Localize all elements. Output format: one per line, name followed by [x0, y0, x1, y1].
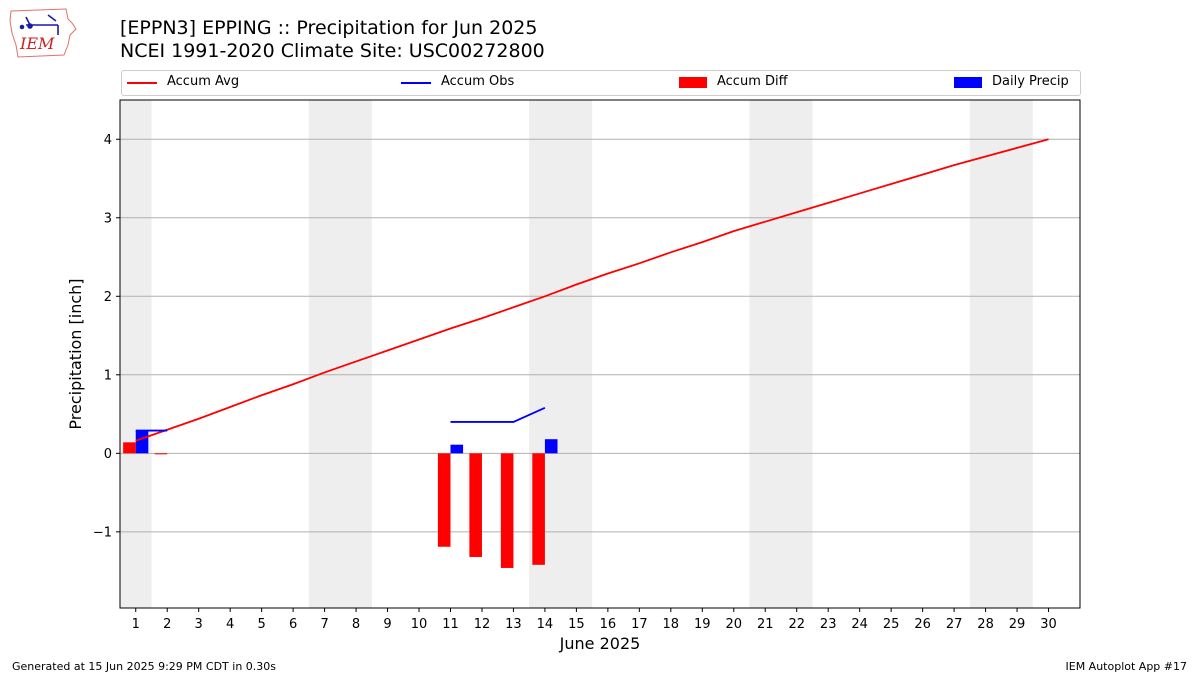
x-tick-label: 17 [631, 617, 648, 632]
x-tick-label: 5 [257, 617, 265, 632]
x-axis-label: June 2025 [559, 634, 641, 653]
weather-instrument-icon [19, 14, 59, 35]
x-tick-label: 18 [663, 617, 680, 632]
x-tick-label: 14 [537, 617, 554, 632]
accum-diff-bar [437, 453, 451, 547]
accum-avg-line [135, 138, 1049, 442]
x-tick-label: 15 [568, 617, 585, 632]
y-tick-label: −1 [93, 525, 112, 540]
x-tick-label: 4 [226, 617, 234, 632]
x-tick-label: 7 [320, 617, 328, 632]
x-tick-label: 8 [352, 617, 360, 632]
legend-swatch-accum-obs [401, 82, 431, 84]
chart-subtitle: NCEI 1991-2020 Climate Site: USC00272800 [120, 40, 545, 62]
x-tick-label: 12 [474, 617, 491, 632]
legend-label-accum-avg: Accum Avg [167, 74, 240, 89]
x-tick-label: 24 [851, 617, 868, 632]
plot-frame [119, 99, 1081, 609]
x-tick-label: 6 [289, 617, 297, 632]
legend-label-daily-precip: Daily Precip [992, 74, 1069, 89]
iowa-outline [9, 8, 77, 58]
weekend-shade [969, 100, 1033, 608]
legend-swatch-daily-precip [954, 77, 982, 88]
accum-diff-bar [154, 453, 168, 455]
x-tick-label: 22 [788, 617, 805, 632]
x-tick-label: 10 [411, 617, 428, 632]
legend: Accum Avg Accum Obs Accum Diff Daily Pre… [121, 70, 1081, 96]
x-tick-label: 2 [163, 617, 171, 632]
iem-logo: IEM [9, 8, 77, 58]
x-tick-label: 28 [977, 617, 994, 632]
x-tick-label: 1 [132, 617, 140, 632]
x-tick-label: 16 [600, 617, 617, 632]
weekend-shade [120, 100, 152, 608]
x-tick-label: 20 [725, 617, 742, 632]
x-tick-label: 26 [914, 617, 931, 632]
legend-label-accum-obs: Accum Obs [441, 74, 515, 89]
y-tick-label: 0 [104, 447, 112, 462]
x-tick-label: 23 [820, 617, 837, 632]
logo-text: IEM [19, 34, 55, 53]
y-tick-label: 2 [104, 290, 112, 305]
daily-precip-bar [135, 430, 149, 454]
footer-app-id: IEM Autoplot App #17 [1065, 660, 1188, 673]
footer-generated-text: Generated at 15 Jun 2025 9:29 PM CDT in … [12, 660, 277, 673]
accum-obs-line [450, 406, 546, 423]
legend-label-accum-diff: Accum Diff [717, 74, 788, 89]
x-tick-label: 27 [946, 617, 963, 632]
x-tick-label: 3 [195, 617, 203, 632]
x-tick-label: 21 [757, 617, 774, 632]
y-tick-label: 1 [104, 368, 112, 383]
x-tick-label: 9 [383, 617, 391, 632]
x-tick-label: 29 [1009, 617, 1026, 632]
accum-diff-bar [532, 453, 545, 565]
accum-diff-bar [469, 453, 482, 557]
daily-precip-bar [544, 439, 558, 454]
legend-swatch-accum-avg [127, 82, 157, 84]
x-tick-label: 30 [1040, 617, 1057, 632]
y-axis-label: Precipitation [inch] [66, 278, 85, 429]
y-tick-label: 4 [104, 133, 112, 148]
legend-swatch-accum-diff [679, 77, 707, 88]
x-tick-label: 11 [442, 617, 459, 632]
y-tick-label: 3 [104, 211, 112, 226]
x-tick-label: 19 [694, 617, 711, 632]
weekend-shade [308, 100, 372, 608]
x-tick-label: 13 [505, 617, 522, 632]
chart-title: [EPPN3] EPPING :: Precipitation for Jun … [120, 17, 538, 39]
accum-diff-bar [123, 442, 136, 454]
daily-precip-bar [450, 444, 464, 454]
x-tick-label: 25 [883, 617, 900, 632]
weekend-shade [749, 100, 813, 608]
accum-diff-bar [500, 453, 514, 568]
